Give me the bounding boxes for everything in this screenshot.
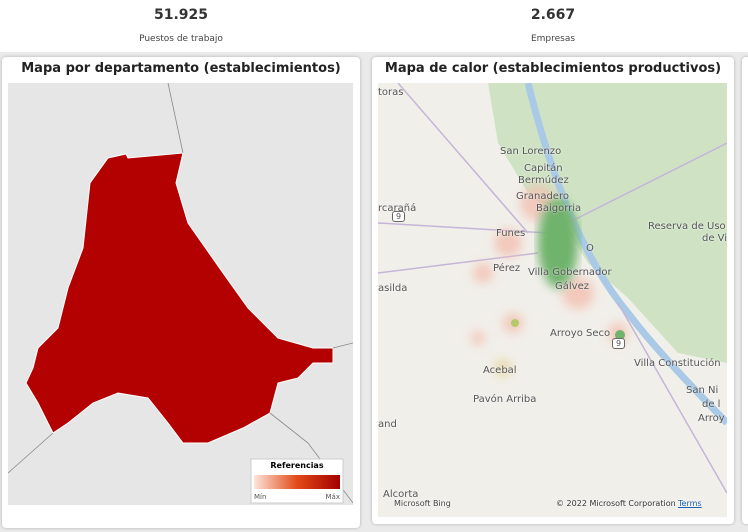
place-label: Villa Constitución	[634, 358, 721, 369]
choropleth-map: Referencias Mín Máx	[8, 83, 353, 505]
legend-min: Mín	[254, 493, 266, 501]
place-label: Pavón Arriba	[473, 394, 537, 405]
brand: Microsoft Bing	[394, 499, 451, 508]
place-label: Gálvez	[555, 281, 589, 292]
kpi-value: 51.925	[153, 7, 209, 23]
place-label: Bermúdez	[518, 175, 569, 186]
place-label: San Lorenzo	[500, 146, 562, 157]
kpi-label: Puestos de trabajo	[139, 34, 223, 44]
route-shield: 9	[612, 338, 626, 349]
panel-edge	[742, 57, 748, 524]
place-label: Arroy	[698, 413, 725, 424]
heat-map: toras San Lorenzo Capitán Bermúdez Granadero…	[378, 83, 727, 517]
place-label: Granadero	[516, 191, 569, 202]
panel: Mapa por departamento (establecimientos)…	[2, 57, 360, 528]
legend-title: Referencias	[270, 461, 323, 470]
place-label: de Vict	[702, 233, 727, 244]
kpi-value: 2.667	[530, 7, 576, 23]
terms-link[interactable]: Terms	[678, 499, 702, 508]
kpi-strip: 51.925 Puestos de trabajo 2.667 Empresas	[0, 0, 748, 52]
place-label: San Ni	[686, 385, 719, 396]
panel-title: Mapa de calor (establecimientos producti…	[384, 61, 722, 76]
place-label: rcarañá	[378, 203, 417, 214]
copyright: © 2022 Microsoft Corporation	[556, 499, 676, 508]
panel-title: Mapa por departamento (establecimientos)	[21, 61, 341, 76]
place-label: Baigorria	[536, 203, 582, 214]
place-label: Villa Gobernador	[528, 267, 612, 278]
place-label: Arroyo Seco	[550, 328, 611, 339]
route-shield: 9	[392, 211, 406, 222]
legend-max: Máx	[326, 493, 340, 501]
place-label: Alcorta	[383, 489, 419, 500]
place-label: Capitán	[524, 163, 563, 174]
place-label: Acebal	[483, 365, 517, 376]
kpi-label: Empresas	[530, 34, 576, 44]
place-label: asilda	[378, 283, 408, 294]
panel: Mapa de calor (establecimientos producti…	[372, 57, 734, 524]
place-label: and	[378, 419, 397, 430]
place-label: toras	[378, 87, 404, 98]
place-label: Funes	[496, 228, 526, 239]
place-label: de l	[702, 399, 721, 410]
place-label: Pérez	[493, 263, 521, 274]
place-label: Reserva de Uso M	[648, 221, 727, 232]
base-map	[378, 83, 727, 494]
place-label: O	[586, 243, 594, 254]
